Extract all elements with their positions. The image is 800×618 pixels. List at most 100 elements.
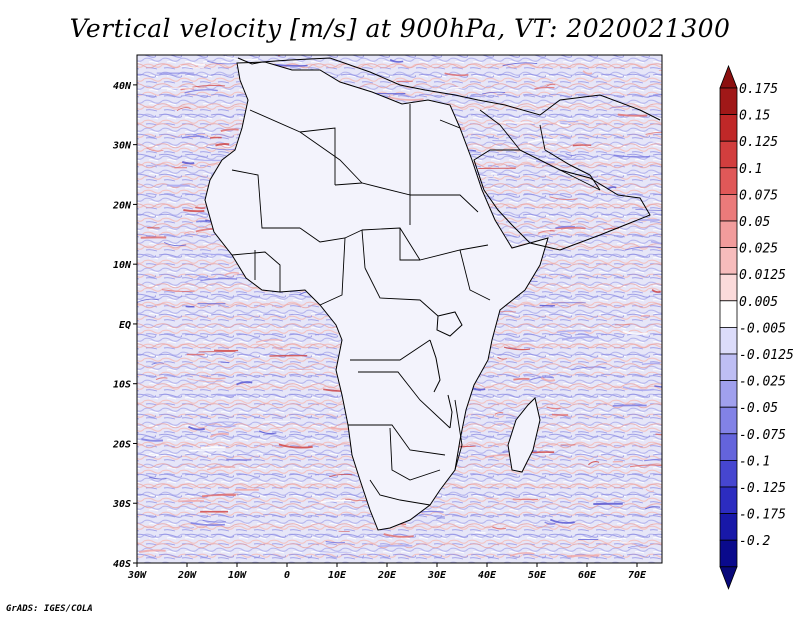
map-title: Vertical velocity [m/s] at 900hPa, VT: 2… xyxy=(69,14,731,43)
field-streak xyxy=(262,420,291,423)
field-streak xyxy=(178,525,195,529)
field-streak xyxy=(619,541,631,544)
madagascar-coastline xyxy=(507,397,541,473)
field-streak xyxy=(537,230,555,234)
lon-tick-label: 0 xyxy=(284,570,290,581)
field-streak xyxy=(532,524,555,528)
colorbar-swatch xyxy=(719,380,738,408)
field-streak xyxy=(473,108,487,112)
lat-tick-label: 10N xyxy=(113,260,132,271)
lon-tick-label: 20E xyxy=(377,570,397,581)
colorbar-label: -0.1 xyxy=(739,454,770,469)
lat-tick-label: 20S xyxy=(112,439,131,450)
lon-tick-label: 10W xyxy=(228,570,247,581)
field-streak xyxy=(513,377,530,381)
persian-gulf xyxy=(544,149,601,191)
colorbar-label: 0.025 xyxy=(739,242,778,257)
colorbar-swatch xyxy=(719,433,738,461)
field-streak xyxy=(223,271,240,277)
colorbar-swatch xyxy=(719,353,738,382)
field-streak xyxy=(200,423,236,428)
field-streak xyxy=(550,518,575,524)
field-streak xyxy=(192,85,226,88)
field-streak xyxy=(582,70,593,75)
lat-tick-label: 10S xyxy=(113,380,131,391)
field-streak xyxy=(613,154,650,158)
field-streak xyxy=(181,161,195,165)
colorbar-swatch xyxy=(719,539,738,568)
lake-tanganyika xyxy=(429,339,441,393)
colorbar-swatch xyxy=(719,220,738,249)
colorbar-swatch xyxy=(719,273,738,302)
field-streak xyxy=(612,404,647,407)
field-streak xyxy=(622,330,648,336)
field-streak xyxy=(187,378,225,383)
field-streak xyxy=(641,362,660,366)
field-streak xyxy=(149,476,167,480)
colorbar-label: -0.005 xyxy=(739,321,786,336)
lon-tick-label: 60E xyxy=(578,570,597,581)
field-streak xyxy=(163,242,187,247)
map-frame xyxy=(136,54,663,564)
field-streak xyxy=(210,136,222,139)
lon-tick-label: 20W xyxy=(177,570,197,581)
field-streak xyxy=(483,496,499,500)
field-streak xyxy=(645,131,662,135)
colorbar-label: 0.05 xyxy=(739,215,770,230)
grads-credit: GrADS: IGES/COLA xyxy=(6,604,93,614)
colorbar-label: -0.075 xyxy=(739,428,786,443)
field-streak xyxy=(647,94,662,98)
field-streak xyxy=(588,461,600,466)
field-streak xyxy=(650,240,662,245)
field-streak xyxy=(533,228,562,231)
field-streak xyxy=(565,153,576,156)
field-streak xyxy=(190,497,205,500)
field-streak xyxy=(572,144,592,147)
field-streak xyxy=(201,493,236,498)
field-streak xyxy=(474,531,486,534)
field-streak xyxy=(555,225,576,230)
field-streak xyxy=(319,551,352,553)
field-streak xyxy=(492,526,507,530)
field-streak xyxy=(255,339,283,343)
field-streak xyxy=(258,430,277,435)
field-streak xyxy=(184,89,218,94)
field-streak xyxy=(627,545,648,549)
field-streak xyxy=(383,533,414,538)
field-streak xyxy=(622,386,654,392)
colorbar-top-arrow xyxy=(719,64,738,89)
field-streak xyxy=(200,446,226,450)
field-streak xyxy=(640,314,650,318)
field-streak xyxy=(602,536,623,541)
field-streak xyxy=(187,425,205,431)
colorbar-label: -0.0125 xyxy=(739,348,794,363)
field-streak xyxy=(178,500,204,503)
field-streak xyxy=(503,346,531,351)
mediterranean-north-shore xyxy=(261,57,661,121)
field-streak xyxy=(617,113,648,117)
colorbar-swatch xyxy=(719,326,738,355)
colorbar-label: -0.05 xyxy=(739,401,778,416)
field-streak xyxy=(226,458,252,461)
colorbar-swatch xyxy=(719,114,738,142)
colorbar-swatch xyxy=(719,193,738,222)
field-streak xyxy=(202,519,226,523)
field-streak xyxy=(150,162,168,167)
field-streak xyxy=(203,421,238,426)
field-streak xyxy=(603,227,619,231)
colorbar-label: 0.0125 xyxy=(739,268,786,283)
field-streak xyxy=(184,279,205,283)
field-streak xyxy=(151,362,164,365)
field-streak xyxy=(657,529,662,532)
field-streak xyxy=(377,544,413,548)
field-streak xyxy=(183,231,195,235)
field-streak xyxy=(549,226,586,232)
field-streak xyxy=(655,433,662,436)
colorbar-swatch xyxy=(719,406,738,435)
field-streak xyxy=(209,432,230,438)
field-streak xyxy=(561,336,600,341)
colorbar-label: -0.2 xyxy=(739,534,770,549)
field-streak xyxy=(195,206,206,209)
field-streak xyxy=(645,488,655,492)
